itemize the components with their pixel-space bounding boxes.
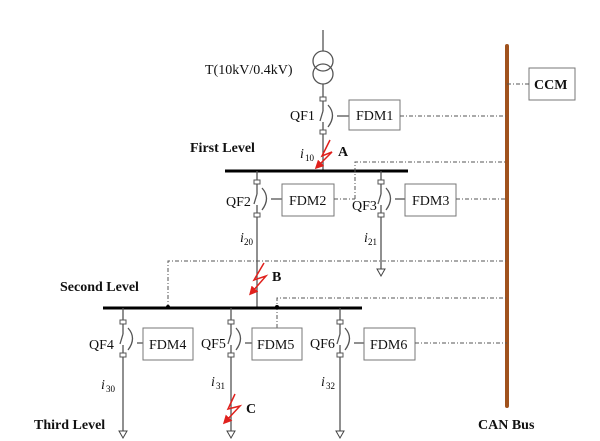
load-icon [376, 262, 386, 277]
breaker-qf2-icon [253, 179, 268, 218]
current-i32: i [321, 375, 325, 390]
breaker-qf4-icon [119, 319, 134, 358]
current-i30-sub: 30 [106, 384, 116, 394]
current-i21-sub: 21 [368, 237, 377, 247]
current-i30: i [101, 378, 105, 393]
breaker-qf6-icon [336, 319, 351, 358]
fdm6-label: FDM6 [370, 338, 407, 353]
breaker-qf3-icon [377, 179, 392, 218]
fdm5-box [251, 327, 303, 361]
ccm-label: CCM [534, 78, 567, 93]
transformer-winding-icon [312, 63, 334, 85]
fault-c-icon [222, 393, 243, 425]
breaker-qf2: QF2 [226, 195, 251, 210]
fdm6-box [363, 327, 416, 361]
current-i31: i [211, 375, 215, 390]
fdm5-label: FDM5 [257, 338, 294, 353]
second-level-label: Second Level [60, 280, 139, 295]
load-icon [118, 424, 128, 439]
current-i20: i [240, 231, 244, 246]
fault-a-icon [314, 139, 333, 170]
current-i32-sub: 32 [326, 381, 335, 391]
breaker-qf4: QF4 [89, 338, 114, 353]
current-i20-sub: 20 [244, 237, 254, 247]
third-level-label: Third Level [34, 418, 105, 433]
breaker-qf5: QF5 [201, 337, 226, 352]
load-icon [335, 424, 345, 439]
transformer-icon [312, 50, 334, 72]
fault-b-label: B [272, 270, 281, 285]
can-bus-label: CAN Bus [478, 418, 535, 433]
fault-c-label: C [246, 402, 256, 417]
fdm2-box [281, 183, 335, 217]
load-icon [226, 424, 236, 439]
current-i31-sub: 31 [216, 381, 225, 391]
junction-dot [166, 305, 170, 309]
fault-b-icon [249, 262, 269, 296]
fdm4-link-line [167, 260, 507, 308]
breaker-qf6: QF6 [310, 337, 335, 352]
current-i10-sub: 10 [305, 153, 315, 163]
breaker-qf5-icon [227, 319, 242, 358]
fdm4-box [142, 327, 194, 361]
breaker-qf3: QF3 [352, 199, 377, 214]
current-i21: i [364, 231, 368, 246]
fdm2-link-line [354, 161, 507, 199]
transformer-label: T(10kV/0.4kV) [205, 63, 293, 78]
fdm3-label: FDM3 [412, 194, 449, 209]
fdm1-label: FDM1 [356, 109, 393, 124]
current-i10: i [300, 147, 304, 162]
junction-dot [275, 305, 279, 309]
fdm4-label: FDM4 [149, 338, 186, 353]
feeder-qf6 [335, 308, 364, 439]
breaker-qf1-icon [319, 96, 334, 135]
fdm3-box [404, 183, 457, 217]
fdm1-box [348, 99, 401, 131]
fdm2-label: FDM2 [289, 194, 326, 209]
feeder-qf4 [118, 308, 143, 439]
fault-a-label: A [338, 145, 349, 160]
feeder-qf5 [226, 308, 252, 439]
fdm5-link-line [276, 297, 507, 328]
breaker-qf1: QF1 [290, 109, 315, 124]
first-level-label: First Level [190, 141, 255, 156]
ccm-box [528, 67, 576, 101]
